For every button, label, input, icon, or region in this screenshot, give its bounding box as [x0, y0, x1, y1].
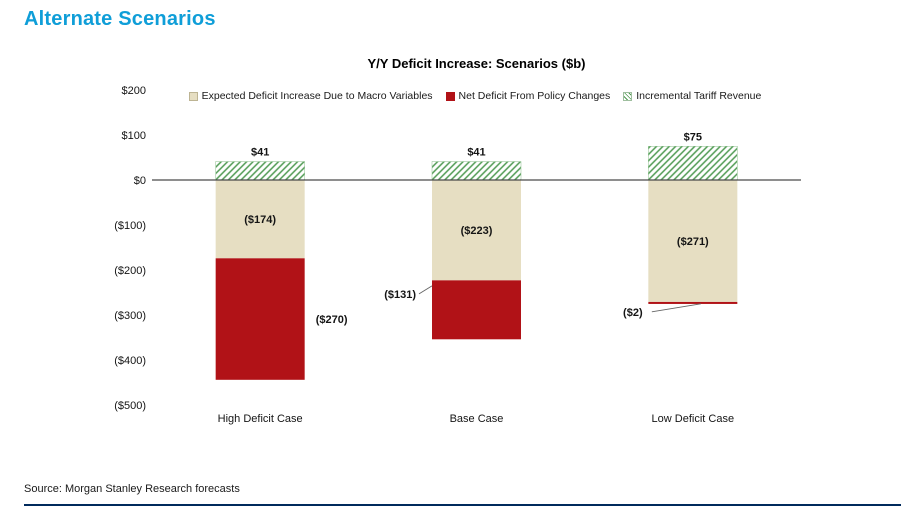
bar-segment-macro: [215, 180, 305, 259]
legend-item-macro: Expected Deficit Increase Due to Macro V…: [188, 90, 433, 102]
chart-canvas: $200 $100 $0 ($100) ($200) ($300) ($400) ($500)…: [114, 85, 801, 425]
y-axis-tick-label: ($200): [114, 265, 146, 277]
source-note: Source: Morgan Stanley Research forecast…: [24, 483, 240, 495]
legend-item-policy: Net Deficit From Policy Changes: [445, 90, 611, 102]
y-axis-tick-label: ($100): [114, 220, 146, 232]
chart-title: Y/Y Deficit Increase: Scenarios ($b): [367, 56, 586, 71]
legend-swatch-tariff-icon: [623, 91, 633, 101]
legend-swatch-policy-icon: [445, 91, 455, 101]
legend-label-policy: Net Deficit From Policy Changes: [458, 90, 611, 102]
legend-label-tariff: Incremental Tariff Revenue: [636, 90, 762, 102]
legend-item-tariff: Incremental Tariff Revenue: [623, 90, 761, 102]
bar-value-label: $41: [251, 147, 269, 159]
bar-segment-tariff: [431, 161, 522, 181]
footer-rule: [24, 504, 901, 506]
bar-segment-policy: [215, 258, 305, 380]
x-axis-category-label: Low Deficit Case: [652, 413, 735, 425]
bar-segment-tariff: [648, 146, 738, 181]
bar-segment-policy: [432, 280, 521, 340]
x-axis-category-label: Base Case: [450, 413, 504, 425]
bar-value-label: ($223): [461, 225, 493, 237]
bar-value-label: ($270): [316, 314, 348, 326]
y-axis-tick-label: ($400): [114, 355, 146, 367]
y-axis-tick-label: ($300): [114, 310, 146, 322]
bar-value-label: $41: [467, 147, 485, 159]
legend-label-macro: Expected Deficit Increase Due to Macro V…: [201, 90, 433, 102]
bar-segment-policy: [648, 301, 738, 304]
page-title: Alternate Scenarios: [24, 8, 216, 30]
bar-segment-macro: [432, 180, 521, 281]
y-axis-tick-label: $200: [122, 85, 146, 97]
bar-segment-tariff: [215, 161, 305, 181]
chart-container: $200 $100 $0 ($100) ($200) ($300) ($400) ($500)…: [0, 76, 924, 456]
y-axis-tick-label: $0: [134, 175, 146, 187]
bar-value-label: ($174): [244, 214, 276, 226]
bar-value-label: ($271): [677, 236, 709, 248]
bar-value-label: ($131): [384, 289, 416, 301]
chart-legend: Expected Deficit Increase Due to Macro V…: [130, 90, 820, 102]
bar-segment-macro: [648, 180, 738, 302]
label-connector-line: [651, 303, 701, 313]
y-axis-tick-label: ($500): [114, 400, 146, 412]
x-axis-category-label: High Deficit Case: [218, 413, 303, 425]
legend-swatch-macro-icon: [188, 91, 198, 101]
bar-value-label: ($2): [623, 307, 643, 319]
label-connector-line: [418, 285, 433, 295]
y-axis-tick-label: $100: [122, 130, 146, 142]
bar-value-label: $75: [684, 131, 702, 143]
